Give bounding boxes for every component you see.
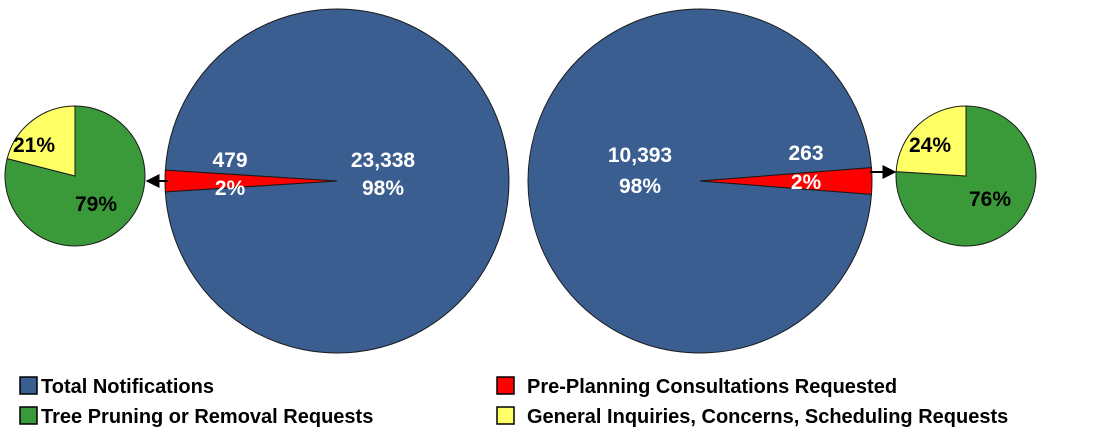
slice-total-notifications [164,8,510,354]
legend-item-pre-planning-consultations-requested: Pre-Planning Consultations Requested [496,376,897,398]
percent-label: 76% [969,188,1011,211]
legend: Total Notifications Tree Pruning or Remov… [19,376,1008,428]
value-label: 479 [212,149,247,172]
pie-1 [4,105,146,247]
pie-2 [527,8,873,354]
percent-label: 2% [215,177,246,200]
legend-label: Pre-Planning Consultations Requested [527,376,897,398]
slice-general-inquiries-concerns-scheduling-requests [895,105,967,177]
legend-swatch [496,406,515,425]
percent-label: 2% [791,171,822,194]
connector-arrows [145,165,897,188]
percent-label: 79% [75,193,117,216]
slice-general-inquiries-concerns-scheduling-requests [6,105,76,177]
legend-label: General Inquiries, Concerns, Scheduling … [527,406,1008,428]
slice-pre-planning-consultations-requested [699,167,873,195]
legend-item-total-notifications: Total Notifications [19,376,214,398]
legend-item-general-inquiries-concerns-scheduling-requests: General Inquiries, Concerns, Scheduling … [496,406,1008,428]
slice-total-notifications [527,8,873,354]
legend-swatch [19,376,38,395]
percent-label: 98% [362,177,404,200]
percent-label: 21% [13,134,55,157]
percent-label: 98% [619,175,661,198]
legend-label: Tree Pruning or Removal Requests [41,406,373,428]
pies-group [4,8,1037,354]
value-label: 263 [788,142,823,165]
pie-3 [895,105,1037,247]
value-label: 10,393 [608,144,672,167]
pie-0 [164,8,510,354]
value-label: 23,338 [351,149,416,172]
legend-swatch [496,376,515,395]
percent-label: 24% [909,134,951,157]
slice-labels: 79% 21% 76% 24% 23,338 98% 479 2% 10,393 98% 263 2% [13,134,1011,216]
legend-item-tree-pruning-or-removal-requests: Tree Pruning or Removal Requests [19,406,373,428]
legend-label: Total Notifications [41,376,214,398]
legend-swatch [19,406,38,425]
